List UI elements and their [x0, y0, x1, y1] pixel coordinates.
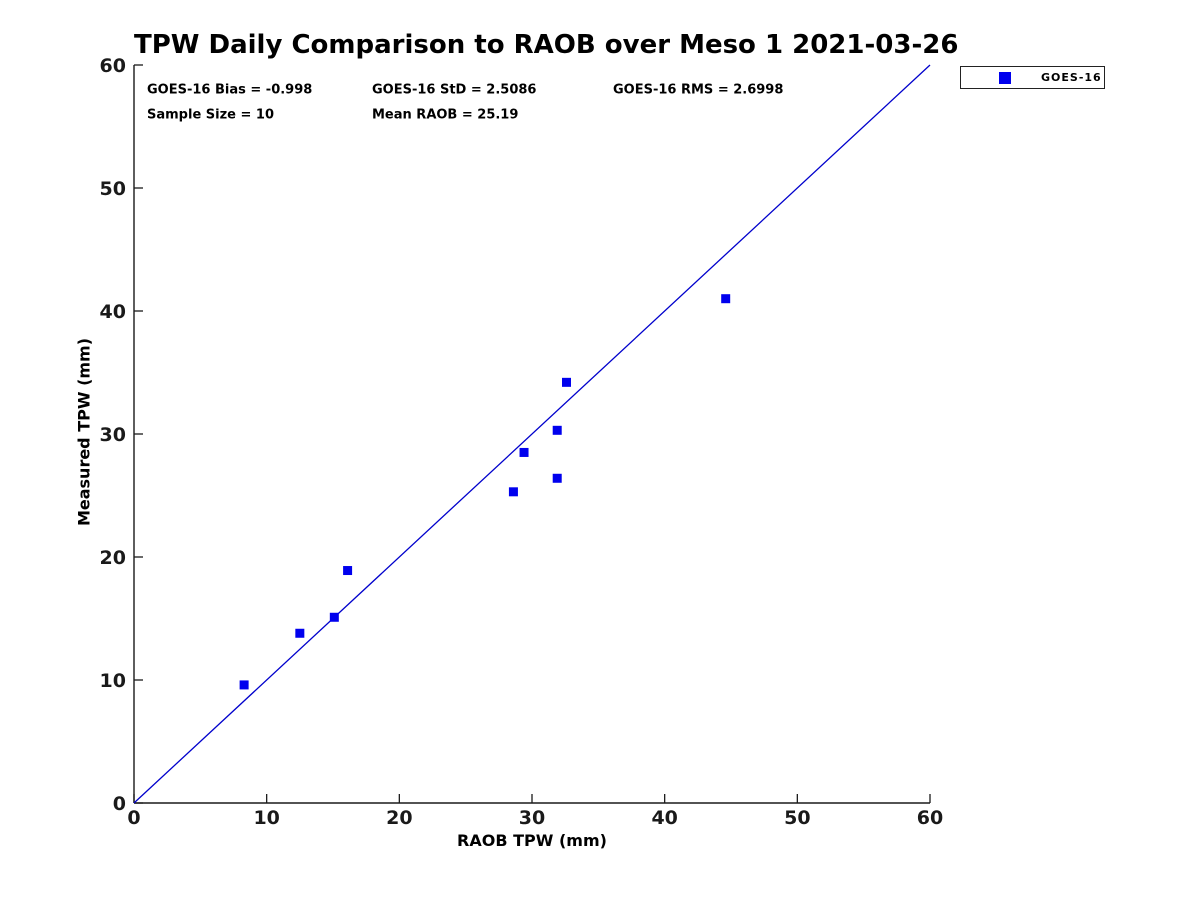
y-tick-label: 20 — [100, 547, 126, 569]
data-point-marker — [552, 473, 562, 483]
data-point-marker — [295, 628, 305, 638]
x-tick-label: 30 — [519, 807, 545, 829]
data-point-marker — [329, 612, 339, 622]
x-axis-label: RAOB TPW (mm) — [457, 831, 607, 850]
y-tick-label: 50 — [100, 178, 126, 200]
y-tick-label: 10 — [100, 670, 126, 692]
stat-std: GOES-16 StD = 2.5086 — [372, 82, 537, 98]
stat-mean-raob: Mean RAOB = 25.19 — [372, 107, 519, 123]
stat-bias: GOES-16 Bias = -0.998 — [147, 82, 313, 98]
data-point-marker — [561, 377, 571, 387]
chart-title: TPW Daily Comparison to RAOB over Meso 1… — [134, 30, 959, 60]
y-tick-label: 40 — [100, 301, 126, 323]
legend-box: GOES-16 — [960, 66, 1105, 89]
y-tick-label: 30 — [100, 424, 126, 446]
identity-line — [133, 64, 931, 804]
legend-goes16-square-icon — [999, 71, 1011, 84]
x-tick-label: 50 — [784, 807, 810, 829]
data-point-marker — [508, 487, 518, 497]
data-point-marker — [519, 447, 529, 457]
data-point-marker — [552, 425, 562, 435]
stat-rms: GOES-16 RMS = 2.6998 — [613, 82, 784, 98]
legend-goes16-label: GOES-16 — [1041, 71, 1102, 84]
x-tick-label: 20 — [386, 807, 412, 829]
x-tick-label: 10 — [253, 807, 279, 829]
y-axis-label: Measured TPW (mm) — [74, 337, 94, 527]
data-point-marker — [721, 294, 731, 304]
x-tick-label: 40 — [651, 807, 677, 829]
data-point-marker — [239, 680, 249, 690]
data-point-marker — [343, 566, 353, 576]
y-tick-label: 0 — [113, 793, 126, 815]
stat-sample-size: Sample Size = 10 — [147, 107, 275, 123]
x-tick-label: 60 — [917, 807, 943, 829]
x-tick-label: 0 — [127, 807, 140, 829]
y-tick-label: 60 — [100, 55, 126, 77]
